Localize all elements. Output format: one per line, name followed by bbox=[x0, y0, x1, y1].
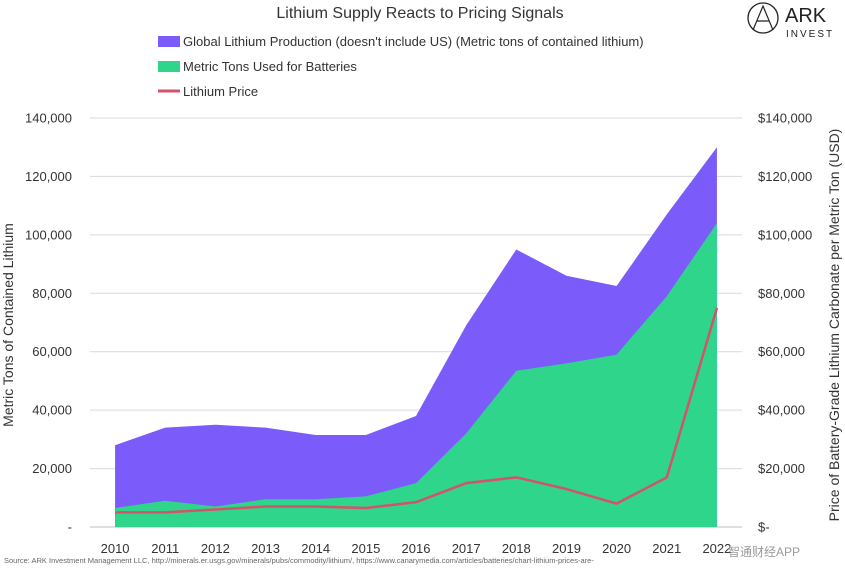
x-tick-label: 2021 bbox=[652, 541, 681, 556]
x-tick-label: 2010 bbox=[101, 541, 130, 556]
x-tick-label: 2011 bbox=[151, 541, 179, 556]
x-tick-label: 2020 bbox=[602, 541, 631, 556]
y-tick-label: - bbox=[68, 520, 72, 535]
legend-label-batteries: Metric Tons Used for Batteries bbox=[183, 59, 357, 74]
y2-tick-label: $120,000 bbox=[758, 169, 812, 184]
y2-tick-label: $140,000 bbox=[758, 111, 812, 126]
y-tick-label: 80,000 bbox=[32, 286, 72, 301]
logo-sub: INVEST bbox=[786, 29, 834, 40]
area-series bbox=[115, 147, 717, 527]
x-tick-label: 2016 bbox=[402, 541, 431, 556]
y-tick-label: 140,000 bbox=[25, 111, 72, 126]
ark-logo: ARK INVEST bbox=[747, 2, 834, 40]
logo-name: ARK bbox=[785, 5, 827, 27]
y2-tick-label: $20,000 bbox=[758, 461, 805, 476]
legend: Global Lithium Production (doesn't inclu… bbox=[158, 34, 644, 99]
x-tick-label: 2014 bbox=[301, 541, 330, 556]
line-series bbox=[114, 307, 719, 514]
x-tick-label: 2015 bbox=[351, 541, 380, 556]
ark-logo-icon bbox=[747, 2, 779, 34]
area-series-1 bbox=[115, 223, 717, 527]
x-tick-label: 2017 bbox=[452, 541, 481, 556]
legend-label-price: Lithium Price bbox=[183, 84, 258, 99]
x-tick-label: 2022 bbox=[702, 541, 731, 556]
ark-logo-mark bbox=[752, 4, 774, 31]
source-note: Source: ARK Investment Management LLC, h… bbox=[4, 556, 594, 565]
legend-swatch-production bbox=[158, 36, 180, 47]
y2-tick-label: $40,000 bbox=[758, 403, 805, 418]
y-tick-label: 60,000 bbox=[32, 344, 72, 359]
y-tick-label: 20,000 bbox=[32, 461, 72, 476]
legend-swatch-batteries bbox=[158, 61, 180, 72]
y2-tick-label: $60,000 bbox=[758, 344, 805, 359]
chart-title: Lithium Supply Reacts to Pricing Signals bbox=[276, 5, 563, 22]
axis-ticks: - 20,000 40,000 60,000 80,000 100,000 120,000 1… bbox=[25, 111, 812, 557]
y2-tick-label: $100,000 bbox=[758, 227, 812, 242]
y2-tick-label: $80,000 bbox=[758, 286, 805, 301]
y2-tick-label: $- bbox=[758, 520, 770, 535]
y-tick-label: 40,000 bbox=[32, 403, 72, 418]
x-tick-label: 2019 bbox=[552, 541, 581, 556]
x-tick-label: 2013 bbox=[251, 541, 280, 556]
legend-label-production: Global Lithium Production (doesn't inclu… bbox=[183, 34, 644, 49]
x-tick-label: 2012 bbox=[201, 541, 230, 556]
y-axis-label: Metric Tons of Contained Lithium bbox=[0, 223, 16, 427]
y-tick-label: 120,000 bbox=[25, 169, 72, 184]
y2-axis-label: Price of Battery-Grade Lithium Carbonate… bbox=[826, 129, 842, 522]
watermark: 智通财经APP bbox=[728, 544, 800, 559]
y-tick-label: 100,000 bbox=[25, 227, 72, 242]
x-tick-label: 2018 bbox=[502, 541, 531, 556]
